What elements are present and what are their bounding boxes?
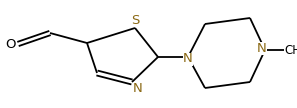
Text: N: N: [183, 52, 193, 65]
Text: N: N: [133, 82, 143, 94]
Text: O: O: [6, 37, 16, 51]
Text: S: S: [131, 14, 139, 26]
Text: N: N: [257, 41, 267, 55]
Text: CH₃: CH₃: [284, 44, 297, 56]
